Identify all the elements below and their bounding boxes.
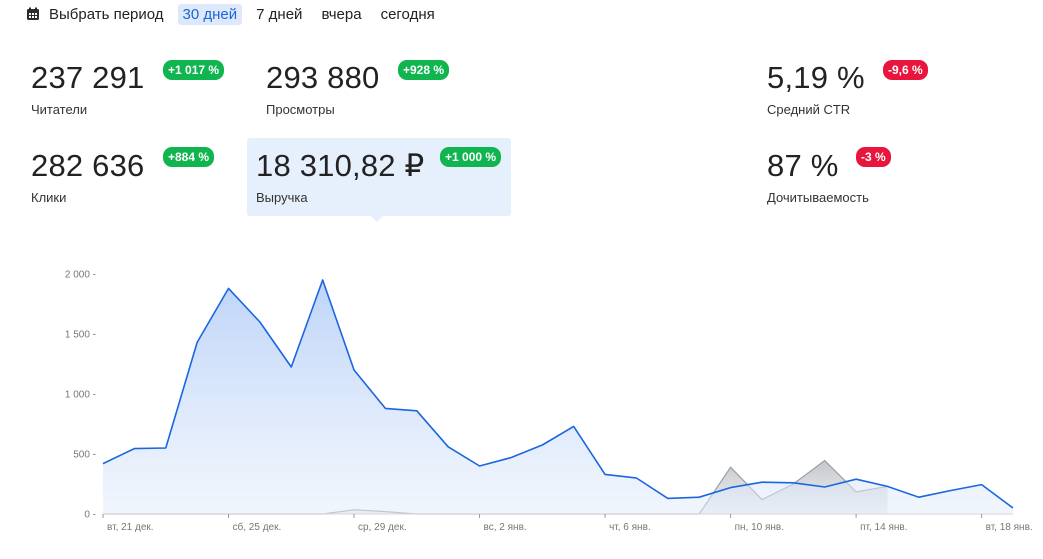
metric-ctr[interactable]: 5,19 % Средний CTR	[767, 60, 865, 117]
x-tick-label: сб, 25 дек.	[233, 521, 282, 533]
metric-ctr-change-badge: -9,6 %	[883, 60, 928, 80]
metric-revenue-label: Выручка	[256, 190, 308, 205]
metric-views-label: Просмотры	[266, 102, 335, 117]
metric-readthrough-label: Дочитываемость	[767, 190, 869, 205]
metric-readers-change-badge: +1 017 %	[163, 60, 225, 80]
metric-readthrough[interactable]: 87 % Дочитываемость	[767, 148, 869, 205]
metric-views[interactable]: 293 880 Просмотры	[266, 60, 379, 117]
metric-ctr-value: 5,19 %	[767, 60, 865, 95]
y-tick-label: 0 -	[84, 510, 96, 521]
x-tick-label: вс, 2 янв.	[484, 522, 527, 533]
metric-clicks-label: Клики	[31, 190, 67, 205]
metric-views-value: 293 880	[266, 60, 380, 95]
selected-caret	[371, 216, 383, 222]
period-yesterday[interactable]: вчера	[321, 5, 362, 23]
x-axis: вт, 21 дек. сб, 25 дек. ср, 29 дек. вс, 2 я…	[102, 514, 1033, 533]
period-today[interactable]: сегодня	[380, 5, 435, 23]
metric-clicks-value: 282 636	[31, 148, 145, 183]
metric-clicks-change-badge: +884 %	[163, 147, 215, 167]
y-tick-label: 2 000 -	[65, 270, 96, 281]
main-series-line	[102, 279, 1014, 509]
y-axis: 0 - 500 - 1 000 - 1 500 - 2 000 -	[65, 270, 96, 521]
x-tick-label: вт, 21 дек.	[107, 522, 154, 533]
x-tick-label: вт, 18 янв.	[986, 522, 1033, 533]
metric-revenue[interactable]: 18 310,82 ₽ Выручка	[256, 148, 424, 205]
main-series-area	[103, 280, 1013, 514]
chart-areas	[102, 279, 1014, 515]
metric-revenue-value: 18 310,82 ₽	[256, 148, 425, 183]
x-tick-label: пт, 14 янв.	[860, 522, 907, 533]
y-tick-label: 1 000 -	[65, 390, 96, 401]
period-bar: Выбрать период 30 дней 7 дней вчера сего…	[26, 2, 449, 26]
metric-readers[interactable]: 237 291 Читатели	[31, 60, 144, 117]
metric-ctr-label: Средний CTR	[767, 102, 851, 117]
period-7-days[interactable]: 7 дней	[256, 5, 303, 23]
x-tick-label: пн, 10 янв.	[735, 522, 784, 533]
x-tick-label: чт, 6 янв.	[609, 522, 651, 533]
metric-views-change-badge: +928 %	[398, 60, 450, 80]
pick-period-link[interactable]: Выбрать период	[49, 5, 164, 23]
x-tick-label: ср, 29 дек.	[358, 522, 407, 533]
y-tick-label: 500 -	[73, 450, 96, 461]
revenue-chart: 0 - 500 - 1 000 - 1 500 - 2 000 - вт, 21 дек…	[65, 270, 1033, 534]
y-tick-label: 1 500 -	[65, 330, 96, 341]
metric-revenue-change-badge: +1 000 %	[440, 147, 502, 167]
metric-readers-label: Читатели	[31, 102, 88, 117]
metric-readthrough-value: 87 %	[767, 148, 839, 183]
calendar-icon[interactable]	[26, 7, 40, 21]
period-30-days[interactable]: 30 дней	[177, 3, 243, 25]
metric-readthrough-change-badge: -3 %	[856, 147, 891, 167]
metric-readers-value: 237 291	[31, 60, 145, 95]
metric-clicks[interactable]: 282 636 Клики	[31, 148, 144, 205]
